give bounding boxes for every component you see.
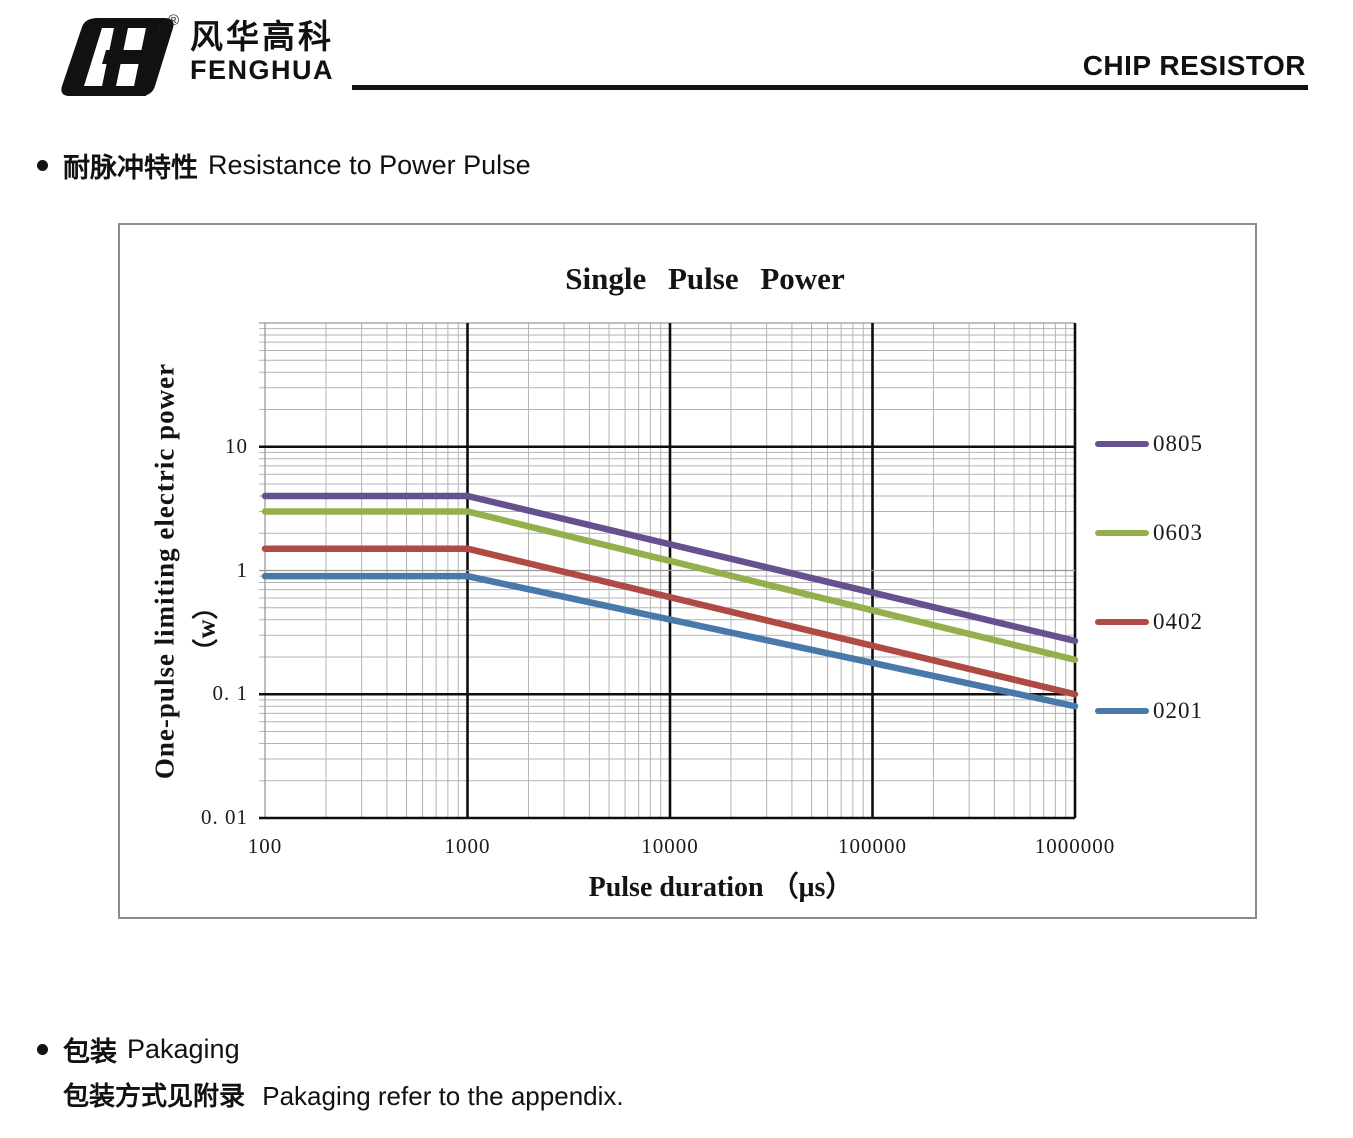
legend-label-0603: 0603 xyxy=(1153,520,1203,545)
document-title: CHIP RESISTOR xyxy=(1082,50,1306,81)
legend-swatch-0603 xyxy=(1095,530,1149,536)
brand-name-english: FENGHUA xyxy=(190,55,334,85)
fenghua-logo-icon xyxy=(61,18,174,96)
x-tick-label: 100000 xyxy=(838,834,907,858)
section-packaging-title-en: Pakaging xyxy=(127,1034,240,1064)
legend-label-0805: 0805 xyxy=(1153,431,1203,456)
series-line-0201 xyxy=(261,572,1079,710)
section-pulse-title-en: Resistance to Power Pulse xyxy=(208,150,531,180)
chart-title: Single Pulse Power xyxy=(565,261,845,296)
bullet-icon xyxy=(37,1044,48,1055)
y-tick-label: 0. 1 xyxy=(212,681,248,706)
legend-label-0201: 0201 xyxy=(1153,698,1203,723)
fenghua-logo xyxy=(58,12,180,102)
y-tick-label: 0. 01 xyxy=(201,805,248,829)
series-line-0603 xyxy=(261,508,1079,664)
section-pulse-title-cn: 耐脉冲特性 xyxy=(63,153,198,183)
legend-item-0805: 0805 xyxy=(1095,429,1203,459)
x-tick-label: 1000 xyxy=(444,834,491,858)
legend-swatch-0805 xyxy=(1095,441,1149,447)
y-tick-label: 1 xyxy=(236,557,248,582)
registered-trademark: ® xyxy=(168,12,180,29)
legend-item-0201: 0201 xyxy=(1095,696,1203,726)
legend-swatch-0201 xyxy=(1095,708,1149,714)
section-pulse-heading: 耐脉冲特性 Resistance to Power Pulse xyxy=(37,146,531,185)
legend-swatch-0402 xyxy=(1095,619,1149,625)
legend-label-0402: 0402 xyxy=(1153,609,1203,634)
x-tick-label: 10000 xyxy=(641,834,699,858)
series-line-0402 xyxy=(261,545,1079,698)
x-axis-label: Pulse duration （μs） xyxy=(588,872,854,903)
single-pulse-power-chart: Single Pulse Power Pulse duration （μs） O… xyxy=(118,223,1257,919)
packaging-note: 包装方式见附录 Pakaging refer to the appendix. xyxy=(63,1076,624,1113)
x-tick-label: 1000000 xyxy=(1034,834,1116,858)
brand-block: 风华高科 FENGHUA xyxy=(190,20,334,84)
brand-name-chinese: 风华高科 xyxy=(190,18,334,55)
header-rule xyxy=(352,85,1308,90)
legend-item-0402: 0402 xyxy=(1095,607,1203,637)
bullet-icon xyxy=(37,160,48,171)
section-packaging-title-cn: 包装 xyxy=(63,1037,117,1067)
x-tick-label: 100 xyxy=(247,834,283,858)
y-axis-unit: （w） xyxy=(191,593,221,665)
packaging-note-cn: 包装方式见附录 xyxy=(63,1081,246,1111)
plot-area xyxy=(259,322,1079,820)
section-packaging-heading: 包装 Pakaging xyxy=(37,1030,240,1069)
y-tick-label: 10 xyxy=(225,433,248,458)
series-line-0805 xyxy=(261,492,1079,645)
legend-item-0603: 0603 xyxy=(1095,518,1203,548)
packaging-note-en: Pakaging refer to the appendix. xyxy=(262,1081,624,1111)
